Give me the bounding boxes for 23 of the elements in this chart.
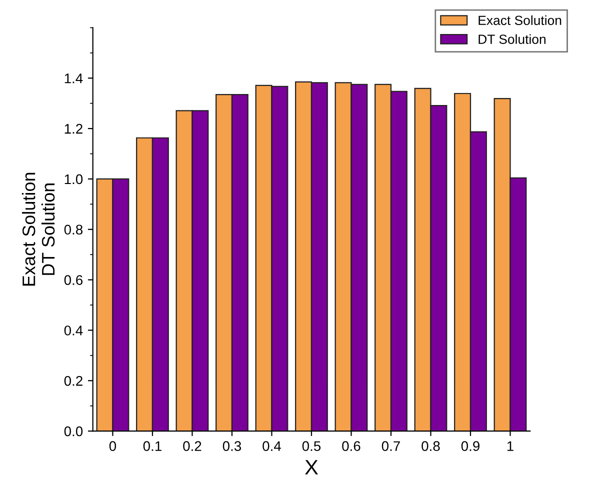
x-tick-label: 0.2 [183,441,202,452]
x-tick-label: 0.8 [422,441,440,452]
legend-label: Exact Solution [478,15,562,26]
x-tick-label: 0.1 [143,441,162,452]
y-tick-label: 1.4 [64,74,83,84]
y-tick-label: 0.2 [64,376,82,386]
y-tick-label: 0.6 [64,275,83,285]
x-tick-label: 0.5 [302,441,321,452]
x-tick-label: 0.3 [222,441,242,452]
x-tick-label: 1 [507,441,514,451]
x-tick-label: 0.6 [342,441,360,452]
x-tick-label: 0.4 [262,441,281,452]
y-axis-title: Exact Solution DT Solution [22,172,55,286]
x-tick-label: 0 [109,441,116,452]
legend-label: DT Solution [478,34,546,44]
y-tick-label: 0.8 [64,224,83,235]
x-axis-title: X [305,460,318,474]
x-tick-label: 0.7 [382,441,400,452]
y-tick-label: 1.2 [64,124,82,134]
y-tick-label: 0.4 [64,326,83,336]
y-tick-label: 0.0 [64,426,83,436]
y-tick-label: 1.0 [64,174,83,184]
x-tick-label: 0.9 [461,441,480,452]
